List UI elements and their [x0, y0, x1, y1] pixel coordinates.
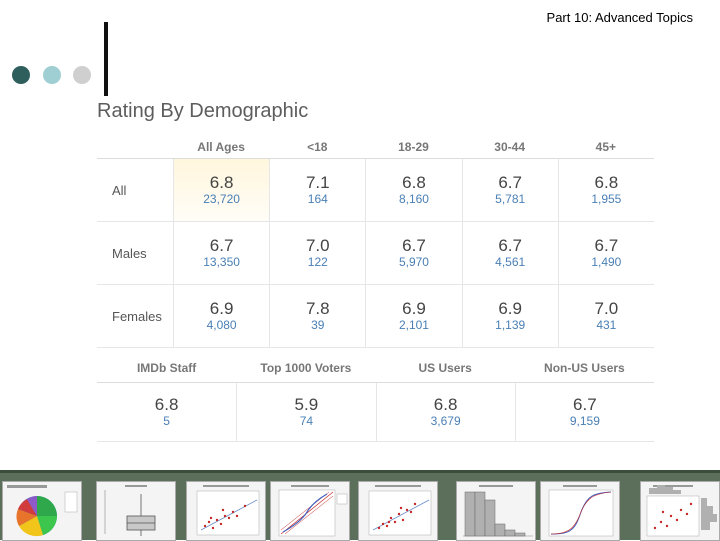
rating-value: 6.7: [594, 236, 619, 255]
vote-count-link[interactable]: 5,970: [398, 255, 429, 269]
table-row: 6.8 5 5.9 74 6.8 3,679 6.7 9,159: [97, 383, 654, 442]
vote-count-link[interactable]: 5: [163, 414, 170, 428]
col-head-30-44[interactable]: 30-44: [494, 140, 525, 154]
rating-value: 6.7: [498, 236, 522, 255]
rating-cell: 6.8 23,720: [173, 159, 270, 221]
histogram-thumbnail[interactable]: [456, 481, 536, 541]
rating-value: 6.8: [594, 173, 619, 192]
rating-value: 6.7: [402, 236, 426, 255]
rating-cell: 6.7 1,490: [557, 222, 654, 284]
table-row: All 6.8 23,720 7.1 164 6.8 8,160 6.7 5,7…: [97, 159, 654, 222]
rating-value: 6.7: [209, 236, 234, 255]
slide-header: Part 10: Advanced Topics: [546, 10, 693, 25]
col-head-45-plus[interactable]: 45+: [595, 140, 617, 154]
scatter-histogram-thumbnail[interactable]: [640, 481, 720, 541]
probability-plot-thumbnail[interactable]: [270, 481, 350, 541]
col-head-top-1000-voters[interactable]: Top 1000 Voters: [260, 361, 352, 375]
rating-value: 6.9: [498, 299, 522, 318]
vote-count-link[interactable]: 1,139: [495, 318, 526, 332]
rating-cell: 6.7 13,350: [173, 222, 269, 284]
ratings-header-row: All Ages <18 18-29 30-44 45+: [97, 134, 654, 159]
rating-cell: 7.0 431: [557, 285, 654, 347]
rating-cell: 6.8 1,955: [557, 159, 654, 221]
row-label-males: Males: [112, 245, 147, 261]
rating-cell: 7.0 122: [269, 222, 365, 284]
vote-count-link[interactable]: 164: [307, 192, 328, 206]
voter-groups-table: IMDb Staff Top 1000 Voters US Users Non-…: [97, 352, 654, 442]
rating-value: 6.8: [402, 173, 426, 192]
col-head-under-18[interactable]: <18: [307, 140, 328, 154]
decor-dot-gray: [73, 66, 91, 84]
rating-value: 7.0: [305, 236, 330, 255]
box-plot-thumbnail[interactable]: [96, 481, 176, 541]
vote-count-link[interactable]: 39: [311, 318, 325, 332]
rating-cell: 6.7 5,781: [461, 159, 558, 221]
row-label-females: Females: [112, 308, 162, 324]
rating-value: 6.8: [209, 173, 234, 192]
vote-count-link[interactable]: 74: [299, 414, 314, 428]
rating-value: 5.9: [294, 395, 319, 414]
col-head-18-29[interactable]: 18-29: [398, 140, 429, 154]
col-head-all-ages[interactable]: All Ages: [197, 140, 245, 154]
rating-cell: 6.8 3,679: [375, 383, 515, 441]
rating-value: 6.8: [154, 395, 179, 414]
rating-cell: 6.9 2,101: [365, 285, 461, 347]
vote-count-link[interactable]: 122: [307, 255, 328, 269]
vote-count-link[interactable]: 9,159: [569, 414, 600, 428]
col-head-us-users[interactable]: US Users: [418, 361, 472, 375]
table-row: Males 6.7 13,350 7.0 122 6.7 5,970 6.7 4…: [97, 222, 654, 285]
vote-count-link[interactable]: 13,350: [203, 255, 240, 269]
rating-cell: 6.8 5: [97, 383, 236, 441]
vote-count-link[interactable]: 3,679: [430, 414, 461, 428]
rating-value: 6.7: [573, 395, 597, 414]
rating-cell: 6.7 5,970: [365, 222, 461, 284]
ratings-table: All Ages <18 18-29 30-44 45+ All 6.8 23,…: [97, 134, 654, 348]
rating-cell: 6.9 4,080: [173, 285, 269, 347]
thumbnail-strip: [0, 470, 720, 541]
col-head-non-us-users[interactable]: Non-US Users: [544, 361, 625, 375]
rating-value: 6.9: [402, 299, 426, 318]
rating-cell: 6.7 9,159: [514, 383, 654, 441]
decor-dot-teal: [43, 66, 61, 84]
vote-count-link[interactable]: 4,561: [495, 255, 526, 269]
vote-count-link[interactable]: 5,781: [495, 192, 526, 206]
vote-count-link[interactable]: 2,101: [398, 318, 429, 332]
rating-cell: 6.7 4,561: [461, 222, 558, 284]
pie-chart-thumbnail[interactable]: [2, 481, 82, 541]
vote-count-link[interactable]: 4,080: [206, 318, 237, 332]
panel-title: Rating By Demographic: [97, 100, 309, 122]
vote-count-link[interactable]: 8,160: [398, 192, 429, 206]
vertical-divider: [104, 22, 108, 96]
cdf-curve-thumbnail[interactable]: [540, 481, 620, 541]
rating-value: 7.8: [305, 299, 330, 318]
rating-value: 7.1: [305, 173, 330, 192]
rating-value: 6.8: [433, 395, 458, 414]
vote-count-link[interactable]: 1,955: [591, 192, 622, 206]
scatter-plot-thumbnail[interactable]: [358, 481, 438, 541]
col-head-imdb-staff[interactable]: IMDb Staff: [136, 361, 197, 375]
rating-cell: 5.9 74: [236, 383, 375, 441]
decor-dot-dark: [12, 66, 30, 84]
vote-count-link[interactable]: 431: [596, 318, 617, 332]
rating-value: 7.0: [594, 299, 619, 318]
rating-cell: 6.9 1,139: [461, 285, 558, 347]
rating-value: 6.7: [498, 173, 522, 192]
rating-value: 6.9: [209, 299, 234, 318]
rating-cell: 7.1 164: [269, 159, 365, 221]
table-row: Females 6.9 4,080 7.8 39 6.9 2,101 6.9 1…: [97, 285, 654, 348]
rating-cell: 7.8 39: [269, 285, 365, 347]
scatter-plot-thumbnail[interactable]: [186, 481, 266, 541]
vote-count-link[interactable]: 23,720: [203, 192, 240, 206]
vote-count-link[interactable]: 1,490: [591, 255, 622, 269]
groups-header-row: IMDb Staff Top 1000 Voters US Users Non-…: [97, 352, 654, 383]
row-label-all: All: [112, 182, 127, 198]
rating-cell: 6.8 8,160: [365, 159, 461, 221]
